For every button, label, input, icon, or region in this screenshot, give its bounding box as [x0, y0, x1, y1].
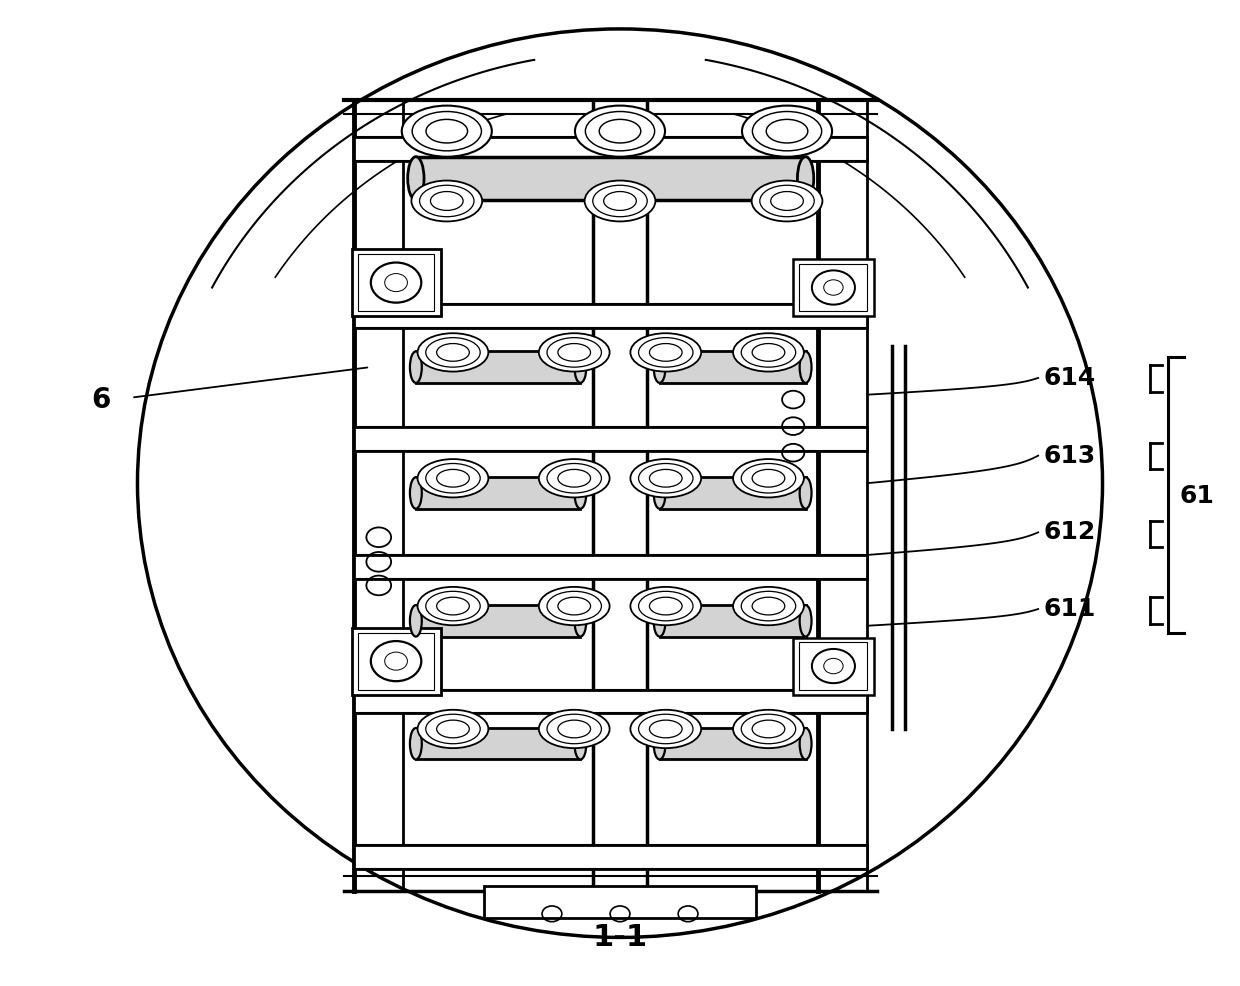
Ellipse shape — [558, 598, 590, 615]
Ellipse shape — [753, 720, 785, 738]
Ellipse shape — [630, 459, 701, 497]
Ellipse shape — [574, 351, 587, 383]
Text: 6: 6 — [92, 386, 112, 413]
Ellipse shape — [650, 469, 682, 487]
Ellipse shape — [800, 605, 811, 637]
Bar — [353, 555, 868, 579]
Text: 1-1: 1-1 — [593, 923, 647, 951]
Ellipse shape — [410, 728, 422, 759]
Ellipse shape — [800, 728, 811, 759]
Ellipse shape — [539, 587, 610, 625]
Text: 614: 614 — [1043, 366, 1095, 389]
Bar — [351, 628, 440, 694]
Bar — [351, 249, 440, 317]
Ellipse shape — [753, 469, 785, 487]
Bar — [794, 259, 874, 317]
Ellipse shape — [539, 710, 610, 748]
Ellipse shape — [653, 351, 666, 383]
Ellipse shape — [753, 343, 785, 361]
Bar — [794, 638, 874, 694]
Ellipse shape — [410, 351, 422, 383]
Ellipse shape — [800, 477, 811, 509]
Ellipse shape — [653, 605, 666, 637]
Ellipse shape — [558, 469, 590, 487]
Ellipse shape — [430, 191, 463, 210]
Bar — [353, 845, 868, 869]
Ellipse shape — [410, 605, 422, 637]
Ellipse shape — [733, 459, 804, 497]
Ellipse shape — [539, 333, 610, 372]
Ellipse shape — [653, 477, 666, 509]
Ellipse shape — [653, 728, 666, 759]
Ellipse shape — [558, 343, 590, 361]
Ellipse shape — [427, 119, 467, 143]
Ellipse shape — [650, 598, 682, 615]
Text: 612: 612 — [1043, 521, 1095, 544]
Ellipse shape — [575, 106, 665, 157]
Ellipse shape — [733, 587, 804, 625]
Ellipse shape — [630, 587, 701, 625]
Ellipse shape — [418, 587, 489, 625]
Ellipse shape — [574, 477, 587, 509]
Bar — [353, 427, 868, 451]
Bar — [484, 886, 756, 918]
Ellipse shape — [418, 710, 489, 748]
Ellipse shape — [436, 720, 469, 738]
Ellipse shape — [599, 119, 641, 143]
Ellipse shape — [412, 180, 482, 222]
Ellipse shape — [650, 720, 682, 738]
Ellipse shape — [604, 191, 636, 210]
Ellipse shape — [771, 191, 804, 210]
Bar — [353, 305, 868, 327]
Ellipse shape — [753, 598, 785, 615]
Ellipse shape — [797, 157, 813, 200]
Bar — [357, 633, 434, 689]
Ellipse shape — [751, 180, 822, 222]
Ellipse shape — [408, 157, 424, 200]
Ellipse shape — [402, 106, 492, 157]
Ellipse shape — [584, 180, 656, 222]
Ellipse shape — [574, 605, 587, 637]
Ellipse shape — [630, 333, 701, 372]
Ellipse shape — [574, 728, 587, 759]
Ellipse shape — [410, 477, 422, 509]
Ellipse shape — [436, 469, 469, 487]
Ellipse shape — [436, 598, 469, 615]
Ellipse shape — [558, 720, 590, 738]
Text: 611: 611 — [1043, 597, 1095, 621]
Ellipse shape — [733, 710, 804, 748]
Bar — [800, 264, 868, 312]
Ellipse shape — [539, 459, 610, 497]
Ellipse shape — [733, 333, 804, 372]
Text: 613: 613 — [1043, 444, 1095, 467]
Ellipse shape — [742, 106, 832, 157]
Bar — [800, 643, 868, 689]
Ellipse shape — [630, 710, 701, 748]
Ellipse shape — [800, 351, 811, 383]
Ellipse shape — [650, 343, 682, 361]
Bar — [353, 689, 868, 713]
Bar — [357, 254, 434, 312]
Ellipse shape — [418, 459, 489, 497]
Text: 61: 61 — [1179, 484, 1214, 508]
Bar — [353, 137, 868, 161]
Ellipse shape — [766, 119, 807, 143]
Ellipse shape — [418, 333, 489, 372]
Ellipse shape — [436, 343, 469, 361]
